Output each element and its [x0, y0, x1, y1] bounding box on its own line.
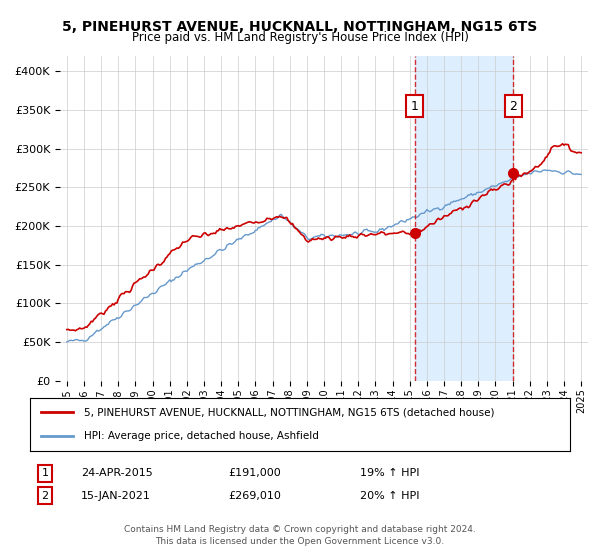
- Text: 20% ↑ HPI: 20% ↑ HPI: [360, 491, 419, 501]
- Text: 2: 2: [509, 100, 517, 113]
- Text: 5, PINEHURST AVENUE, HUCKNALL, NOTTINGHAM, NG15 6TS: 5, PINEHURST AVENUE, HUCKNALL, NOTTINGHA…: [62, 20, 538, 34]
- Text: 5, PINEHURST AVENUE, HUCKNALL, NOTTINGHAM, NG15 6TS (detached house): 5, PINEHURST AVENUE, HUCKNALL, NOTTINGHA…: [84, 408, 494, 418]
- Text: £191,000: £191,000: [228, 468, 281, 478]
- Text: 15-JAN-2021: 15-JAN-2021: [81, 491, 151, 501]
- Text: 24-APR-2015: 24-APR-2015: [81, 468, 153, 478]
- Text: HPI: Average price, detached house, Ashfield: HPI: Average price, detached house, Ashf…: [84, 431, 319, 441]
- Text: 1: 1: [41, 468, 49, 478]
- Text: Contains HM Land Registry data © Crown copyright and database right 2024.
This d: Contains HM Land Registry data © Crown c…: [124, 525, 476, 546]
- Bar: [415, 56, 513, 381]
- Text: Price paid vs. HM Land Registry's House Price Index (HPI): Price paid vs. HM Land Registry's House …: [131, 31, 469, 44]
- Text: 19% ↑ HPI: 19% ↑ HPI: [360, 468, 419, 478]
- Text: 2: 2: [41, 491, 49, 501]
- Text: £269,010: £269,010: [228, 491, 281, 501]
- Text: 1: 1: [411, 100, 419, 113]
